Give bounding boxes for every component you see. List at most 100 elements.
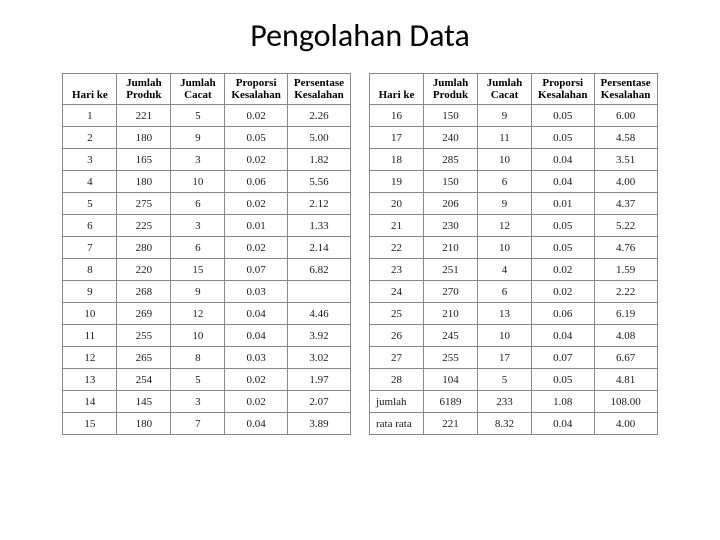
table-cell: 6.67 — [594, 347, 657, 369]
column-header: JumlahProduk — [424, 74, 478, 105]
table-cell: 8 — [171, 347, 225, 369]
table-cell: 5 — [171, 105, 225, 127]
table-cell: 150 — [424, 171, 478, 193]
table-cell: 9 — [478, 193, 532, 215]
table-cell: 5 — [63, 193, 117, 215]
table-cell: 0.02 — [532, 281, 595, 303]
table-cell: 26 — [370, 325, 424, 347]
table-cell: 265 — [117, 347, 171, 369]
table-cell: 221 — [117, 105, 171, 127]
table-cell: 268 — [117, 281, 171, 303]
table-cell: 19 — [370, 171, 424, 193]
table-row: 316530.021.82 — [63, 149, 351, 171]
table-cell: 8.32 — [478, 413, 532, 435]
table-cell: 0.03 — [225, 347, 288, 369]
table-cell: 1.82 — [287, 149, 350, 171]
table-cell: 0.04 — [532, 171, 595, 193]
table-cell: 255 — [424, 347, 478, 369]
table-cell: rata rata — [370, 413, 424, 435]
table-row: 27255170.076.67 — [370, 347, 658, 369]
table-row: 122150.022.26 — [63, 105, 351, 127]
table-cell: 0.06 — [225, 171, 288, 193]
table-cell: 4.81 — [594, 369, 657, 391]
table-cell: 1.33 — [287, 215, 350, 237]
table-cell: 8 — [63, 259, 117, 281]
table-cell: 285 — [424, 149, 478, 171]
table-cell: 10 — [478, 149, 532, 171]
table-cell: 16 — [370, 105, 424, 127]
table-cell: 11 — [63, 325, 117, 347]
table-cell: 4 — [63, 171, 117, 193]
table-cell: 280 — [117, 237, 171, 259]
table-cell: 0.02 — [225, 105, 288, 127]
table-row: 622530.011.33 — [63, 215, 351, 237]
table-cell: 108.00 — [594, 391, 657, 413]
table-cell: 0.07 — [532, 347, 595, 369]
column-header: JumlahCacat — [478, 74, 532, 105]
table-cell: 2.22 — [594, 281, 657, 303]
table-cell: 21 — [370, 215, 424, 237]
table-cell: 27 — [370, 347, 424, 369]
table-cell: 0.07 — [225, 259, 288, 281]
table-row: 11255100.043.92 — [63, 325, 351, 347]
table-cell: 2 — [63, 127, 117, 149]
table-row: 1414530.022.07 — [63, 391, 351, 413]
table-row: 1325450.021.97 — [63, 369, 351, 391]
table-row: 527560.022.12 — [63, 193, 351, 215]
data-table-left: Hari keJumlahProdukJumlahCacatProporsiKe… — [62, 73, 351, 435]
table-cell: 5.56 — [287, 171, 350, 193]
table-cell: 10 — [478, 237, 532, 259]
table-cell: 3.02 — [287, 347, 350, 369]
tables-container: Hari ke JumlahProdukJumlahCacat ProporsiKe… — [28, 73, 692, 435]
column-header: ProporsiKesalahan — [225, 74, 288, 105]
table-cell: 270 — [424, 281, 478, 303]
table-row: 1915060.044.00 — [370, 171, 658, 193]
table-cell: 6.19 — [594, 303, 657, 325]
table-cell: 7 — [63, 237, 117, 259]
table-row: 25210130.066.19 — [370, 303, 658, 325]
table-cell: 1.08 — [532, 391, 595, 413]
table-cell: 11 — [478, 127, 532, 149]
table-cell: 6.82 — [287, 259, 350, 281]
table-cell: 145 — [117, 391, 171, 413]
table-cell: 17 — [478, 347, 532, 369]
table-cell: 180 — [117, 413, 171, 435]
table-cell: 150 — [424, 105, 478, 127]
table-cell: 180 — [117, 171, 171, 193]
table-cell: 22 — [370, 237, 424, 259]
header-row-left: Hari keJumlahProdukJumlahCacatProporsiKe… — [63, 74, 351, 105]
table-cell: 180 — [117, 127, 171, 149]
table-cell: 6 — [171, 193, 225, 215]
table-cell: 10 — [171, 325, 225, 347]
table-row: 17240110.054.58 — [370, 127, 658, 149]
table-cell: 20 — [370, 193, 424, 215]
table-cell: 15 — [63, 413, 117, 435]
table-row: 2020690.014.37 — [370, 193, 658, 215]
column-header: Hari ke — [63, 74, 117, 105]
table-cell: 9 — [478, 105, 532, 127]
table-cell: 10 — [478, 325, 532, 347]
table-cell: 0.01 — [225, 215, 288, 237]
table-cell: jumlah — [370, 391, 424, 413]
table-cell: 15 — [171, 259, 225, 281]
table-cell: 3 — [63, 149, 117, 171]
table-cell: 4.76 — [594, 237, 657, 259]
column-header: PersentaseKesalahan — [594, 74, 657, 105]
table-cell: 0.05 — [532, 105, 595, 127]
table-cell: 6 — [63, 215, 117, 237]
table-row: 728060.022.14 — [63, 237, 351, 259]
table-cell: 251 — [424, 259, 478, 281]
table-cell: 0.05 — [532, 215, 595, 237]
table-row: 1226580.033.02 — [63, 347, 351, 369]
table-row: 2325140.021.59 — [370, 259, 658, 281]
tbody-right: 1615090.056.0017240110.054.5818285100.04… — [370, 105, 658, 435]
table-row: 1518070.043.89 — [63, 413, 351, 435]
table-cell: 3 — [171, 149, 225, 171]
table-cell: 6 — [171, 237, 225, 259]
table-cell: 0.04 — [532, 325, 595, 347]
table-row: 21230120.055.22 — [370, 215, 658, 237]
table-cell: 23 — [370, 259, 424, 281]
table-cell: 6 — [478, 171, 532, 193]
table-cell: 225 — [117, 215, 171, 237]
table-cell: 0.05 — [225, 127, 288, 149]
